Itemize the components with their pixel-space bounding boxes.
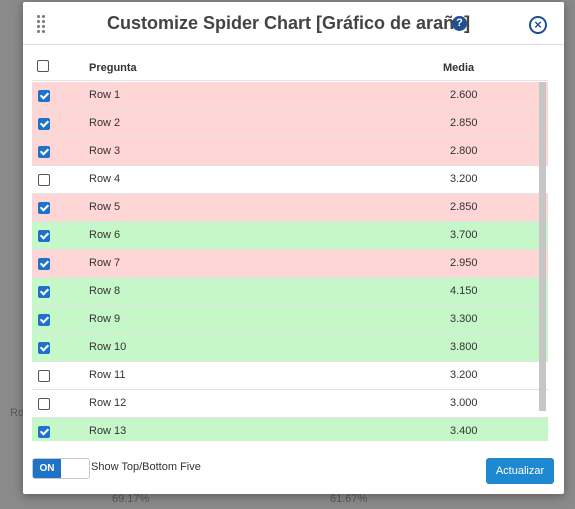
drag-handle-icon[interactable]	[37, 15, 47, 33]
dialog-title: Customize Spider Chart [Gráfico de araña…	[107, 13, 471, 33]
row-question: Row 1	[89, 89, 121, 101]
table-header: Pregunta Media	[32, 54, 548, 81]
row-media: 3.300	[450, 313, 478, 325]
table-row[interactable]: Row 9 3.300	[32, 306, 548, 334]
table-row[interactable]: Row 12 3.000	[32, 390, 548, 418]
table-row[interactable]: Row 7 2.950	[32, 250, 548, 278]
row-question: Row 2	[89, 117, 121, 129]
row-question: Row 10	[89, 341, 127, 353]
background-label-ro: Ro	[10, 407, 25, 419]
row-checkbox[interactable]	[38, 258, 50, 270]
row-media: 3.200	[450, 369, 478, 381]
row-question: Row 12	[89, 397, 127, 409]
row-question: Row 6	[89, 229, 121, 241]
table-row[interactable]: Row 5 2.850	[32, 194, 548, 222]
table-row[interactable]: Row 6 3.700	[32, 222, 548, 250]
row-question: Row 8	[89, 285, 121, 297]
dialog-footer: ON Show Top/Bottom Five Actualizar	[23, 450, 564, 494]
row-question: Row 13	[89, 425, 127, 437]
row-checkbox[interactable]	[38, 342, 50, 354]
table-row[interactable]: Row 11 3.200	[32, 362, 548, 390]
row-checkbox[interactable]	[38, 370, 50, 382]
update-button[interactable]: Actualizar	[486, 458, 554, 484]
row-media: 2.850	[450, 117, 478, 129]
row-question: Row 9	[89, 313, 121, 325]
row-media: 4.150	[450, 285, 478, 297]
select-all-checkbox[interactable]	[37, 60, 49, 72]
table-row[interactable]: Row 2 2.850	[32, 110, 548, 138]
table-row[interactable]: Row 3 2.800	[32, 138, 548, 166]
customize-spider-chart-dialog: Customize Spider Chart [Gráfico de araña…	[23, 2, 564, 494]
dialog-header: Customize Spider Chart [Gráfico de araña…	[23, 2, 564, 45]
row-media: 3.000	[450, 397, 478, 409]
background-percent-right: 61.67%	[330, 493, 368, 505]
row-media: 2.850	[450, 201, 478, 213]
row-checkbox[interactable]	[38, 286, 50, 298]
toggle-on-label: ON	[33, 459, 61, 478]
background-percent-left: 69.17%	[112, 493, 150, 505]
row-checkbox[interactable]	[38, 90, 50, 102]
row-checkbox[interactable]	[38, 426, 50, 438]
table-row[interactable]: Row 8 4.150	[32, 278, 548, 306]
row-question: Row 5	[89, 201, 121, 213]
row-checkbox[interactable]	[38, 230, 50, 242]
table-row[interactable]: Row 1 2.600	[32, 82, 548, 110]
row-media: 2.800	[450, 145, 478, 157]
toggle-label: Show Top/Bottom Five	[91, 461, 201, 473]
row-checkbox[interactable]	[38, 146, 50, 158]
column-header-media: Media	[443, 62, 475, 74]
row-question: Row 3	[89, 145, 121, 157]
row-media: 2.600	[450, 89, 478, 101]
row-media: 2.950	[450, 257, 478, 269]
row-checkbox[interactable]	[38, 398, 50, 410]
row-media: 3.800	[450, 341, 478, 353]
row-checkbox[interactable]	[38, 202, 50, 214]
questions-table: Pregunta Media Row 1 2.600 Row 2 2.850 Row 3…	[32, 54, 548, 441]
row-question: Row 7	[89, 257, 121, 269]
table-scrollbar[interactable]	[539, 82, 546, 411]
close-icon[interactable]: ×	[529, 16, 547, 34]
help-icon[interactable]: ?	[452, 16, 467, 31]
row-media: 3.200	[450, 173, 478, 185]
table-row[interactable]: Row 10 3.800	[32, 334, 548, 362]
table-row[interactable]: Row 13 3.400	[32, 418, 548, 441]
row-media: 3.700	[450, 229, 478, 241]
row-checkbox[interactable]	[38, 118, 50, 130]
row-checkbox[interactable]	[38, 314, 50, 326]
top-bottom-five-toggle[interactable]: ON	[32, 458, 90, 479]
row-question: Row 11	[89, 369, 126, 381]
row-question: Row 4	[89, 173, 121, 185]
row-media: 3.400	[450, 425, 478, 437]
table-row[interactable]: Row 4 3.200	[32, 166, 548, 194]
column-header-pregunta: Pregunta	[89, 62, 137, 74]
row-checkbox[interactable]	[38, 174, 50, 186]
